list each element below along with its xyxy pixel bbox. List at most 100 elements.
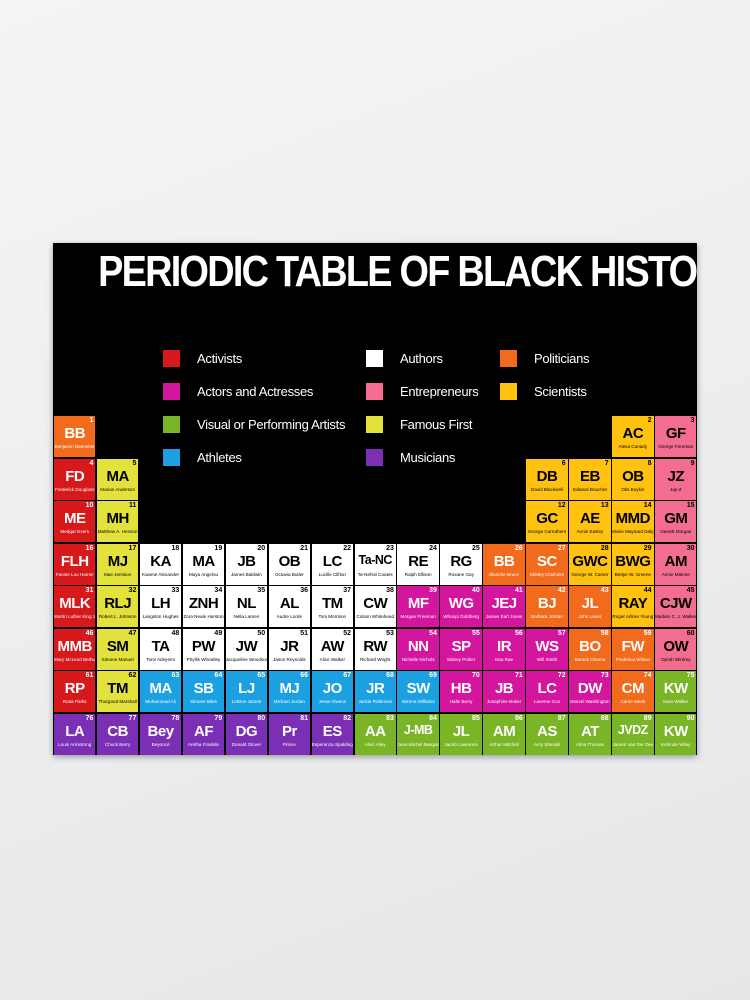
element-name: Martin Luther King Jr. (54, 614, 97, 619)
element-name: Jesse Owens (318, 699, 347, 704)
element-symbol: JEJ (491, 595, 517, 612)
element-symbol: AW (320, 637, 345, 655)
element-number: 90 (686, 714, 695, 722)
element-cell: 32 RLJ Robert L. Johnson (95, 585, 140, 628)
element-symbol: KA (150, 552, 171, 570)
element-symbol: MH (106, 510, 129, 527)
element-name: Maya Angelou (188, 571, 219, 577)
element-cell: 5 MA Marian Anderson (95, 457, 140, 501)
element-number: 10 (85, 502, 94, 509)
element-symbol: FW (621, 637, 645, 655)
legend-item: Visual or Performing Artists (163, 416, 345, 433)
element-number: 17 (128, 544, 137, 552)
element-name: Blanche Bruce (489, 571, 519, 577)
element-number: 60 (686, 629, 695, 637)
element-number: 63 (171, 672, 180, 679)
element-cell: 31 MLK Martin Luther King Jr. (53, 585, 97, 628)
legend-swatch (163, 416, 180, 433)
element-number: 58 (600, 629, 609, 637)
element-number: 54 (429, 629, 437, 637)
element-cell: 16 FLH Fannie Lou Hamer (53, 542, 97, 586)
element-cell: 3 GF George Foreman (654, 415, 697, 458)
element-name: George Foreman (658, 444, 694, 449)
element-cell: 23 Ta-NC Ta-Nehisi Coates (353, 542, 397, 586)
element-symbol: MMB (57, 637, 93, 655)
element-number: 59 (643, 629, 652, 637)
element-name: Will Smith (536, 656, 558, 662)
element-number: 66 (300, 672, 309, 679)
element-name: Halle Berry (449, 699, 473, 704)
element-number: 75 (686, 672, 695, 679)
element-name: James Baldwin (230, 571, 262, 577)
element-cell: 18 KA Kwame Alexander (138, 542, 183, 586)
element-cell: 14 MMD Marie Maynard Daly (611, 500, 655, 543)
element-symbol: RLJ (104, 595, 132, 612)
legend-item: Athletes (163, 449, 242, 466)
element-symbol: RP (64, 680, 85, 697)
element-symbol: AA (364, 722, 386, 740)
legend-item: Activists (163, 350, 242, 367)
element-number: 15 (686, 502, 695, 509)
element-cell: 41 JEJ James Earl Jones (482, 585, 526, 628)
element-number: 49 (214, 629, 223, 637)
element-cell: 11 MH Matthew A. Henson (95, 500, 140, 543)
element-cell: 35 NL Nella Larsen (224, 585, 269, 628)
element-number: 57 (557, 629, 566, 637)
element-symbol: JB (237, 552, 256, 570)
element-number: 28 (600, 544, 609, 552)
element-name: Lucille Clifton (318, 571, 346, 577)
element-number: 40 (472, 587, 480, 594)
element-name: Jackie Robinson (358, 699, 393, 704)
element-name: Issa Rae (494, 656, 514, 662)
element-cell: 44 RAY Roger Arliner Young (611, 585, 655, 628)
element-number: 83 (386, 714, 394, 722)
legend-swatch (163, 350, 180, 367)
element-symbol: KW (663, 722, 689, 740)
element-cell: 29 BWG Bettye W. Greene (611, 542, 655, 586)
element-number: 52 (343, 629, 352, 637)
element-symbol: HB (450, 680, 472, 697)
element-name: Jason Reynolds (273, 656, 306, 662)
element-symbol: LC (322, 552, 343, 570)
legend-label: Famous First (400, 417, 473, 432)
element-symbol: AC (622, 425, 644, 442)
element-cell: 82 ES Esperanza Spalding (310, 712, 355, 755)
element-cell: 75 KW Kara Walker (654, 670, 697, 713)
element-name: James Van Der Zee (612, 741, 654, 747)
element-number: 26 (514, 544, 523, 552)
element-cell: 89 JVDZ James Van Der Zee (611, 712, 655, 755)
element-cell: 64 SB Simone Biles (181, 670, 226, 713)
element-name: Bettye W. Greene (614, 571, 651, 577)
element-name: Annie Easley (576, 529, 604, 534)
element-symbol: ZNH (188, 595, 219, 612)
element-name: Oprah Winfrey (660, 656, 691, 662)
element-name: Donald Glover (231, 741, 262, 747)
element-symbol: Bey (147, 722, 175, 740)
poster: PERIODIC TABLE OF BLACK HISTORY Activist… (53, 243, 697, 755)
element-name: Richard Wright (360, 656, 391, 662)
element-number: 35 (257, 587, 266, 594)
element-symbol: AF (194, 722, 214, 740)
element-cell: 2 AC Alexa Canady (611, 415, 655, 458)
element-number: 68 (386, 672, 394, 679)
element-symbol: BB (493, 552, 515, 570)
element-cell: 24 RE Ralph Ellison (396, 542, 440, 586)
element-symbol: SP (451, 637, 472, 655)
element-name: Prince (282, 741, 296, 747)
element-number: 41 (514, 587, 523, 594)
legend-label: Politicians (534, 351, 590, 366)
legend-swatch (500, 350, 517, 367)
element-number: 1 (89, 417, 94, 424)
legend-item: Famous First (366, 416, 473, 433)
legend-label: Athletes (197, 450, 242, 465)
element-name: Frederica Wilson (615, 656, 651, 662)
element-symbol: J-MB (403, 722, 433, 737)
element-cell: 74 CM Carrie Meek (611, 670, 655, 713)
legend-swatch (366, 416, 383, 433)
element-symbol: RG (450, 552, 472, 570)
element-cell: 22 LC Lucille Clifton (310, 542, 355, 586)
element-number: 16 (85, 544, 94, 552)
element-number: 42 (557, 587, 566, 594)
element-cell: 76 LA Louis Armstrong (53, 712, 97, 755)
element-cell: 48 TA Tomi Adeyemi (138, 627, 183, 671)
